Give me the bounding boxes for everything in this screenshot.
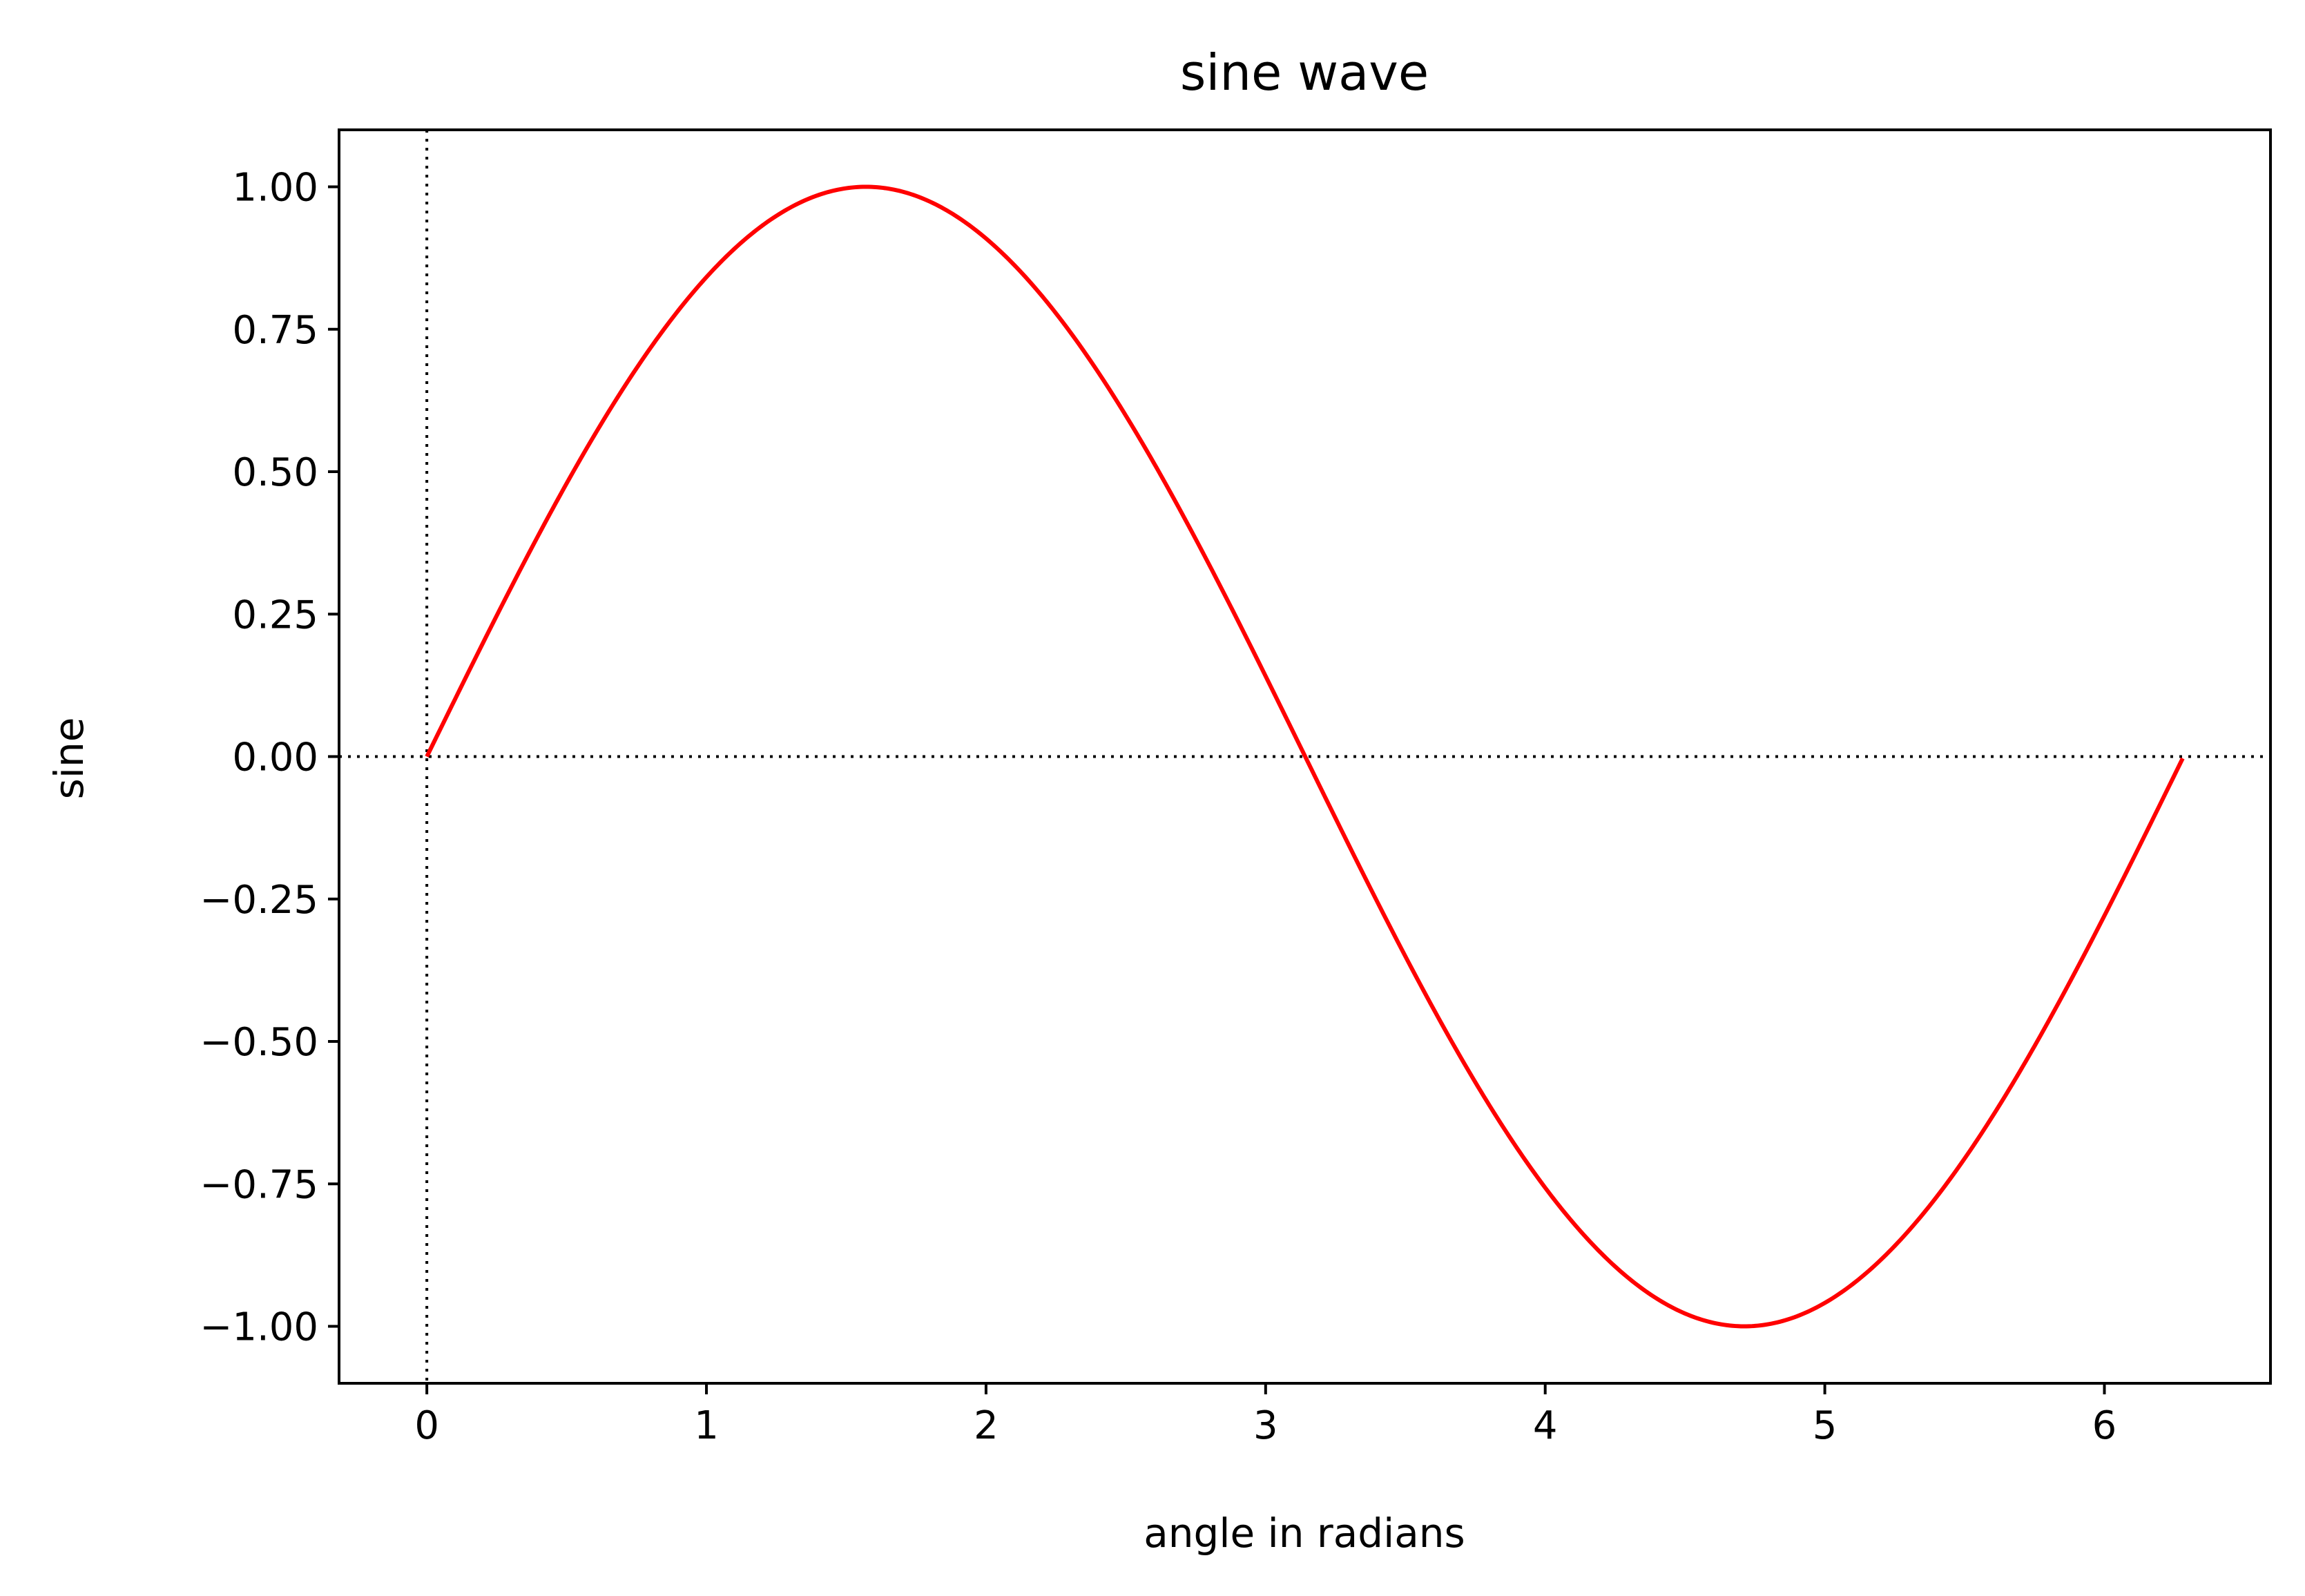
y-tick-label: −0.75 — [200, 1162, 318, 1207]
x-axis-ticks: 0 1 2 3 4 5 6 — [414, 1383, 2116, 1448]
x-tick-label: 0 — [414, 1403, 439, 1448]
series-layer — [425, 184, 2185, 1329]
y-tick-label: 0.00 — [232, 735, 318, 780]
reference-lines — [339, 130, 2270, 1383]
y-axis-label: sine — [46, 718, 93, 800]
chart-title: sine wave — [1180, 44, 1429, 102]
y-tick-label: 0.25 — [232, 593, 318, 637]
sine-series-line — [425, 184, 2185, 1329]
x-tick-label: 4 — [1533, 1403, 1558, 1448]
y-tick-label: 0.75 — [232, 308, 318, 353]
y-tick-label: 1.00 — [232, 166, 318, 211]
y-tick-label: −0.25 — [200, 878, 318, 923]
x-tick-label: 6 — [2092, 1403, 2117, 1448]
x-tick-label: 2 — [974, 1403, 999, 1448]
y-tick-label: 0.50 — [232, 450, 318, 495]
y-axis-ticks: 1.00 0.75 0.50 0.25 0.00 −0.25 −0.50 −0.75 −1.00 — [200, 166, 339, 1350]
y-tick-label: −1.00 — [200, 1305, 318, 1350]
y-tick-label: −0.50 — [200, 1020, 318, 1065]
x-axis-label: angle in radians — [1144, 1510, 1465, 1557]
x-tick-label: 3 — [1253, 1403, 1278, 1448]
x-tick-label: 1 — [694, 1403, 719, 1448]
x-tick-label: 5 — [1813, 1403, 1838, 1448]
